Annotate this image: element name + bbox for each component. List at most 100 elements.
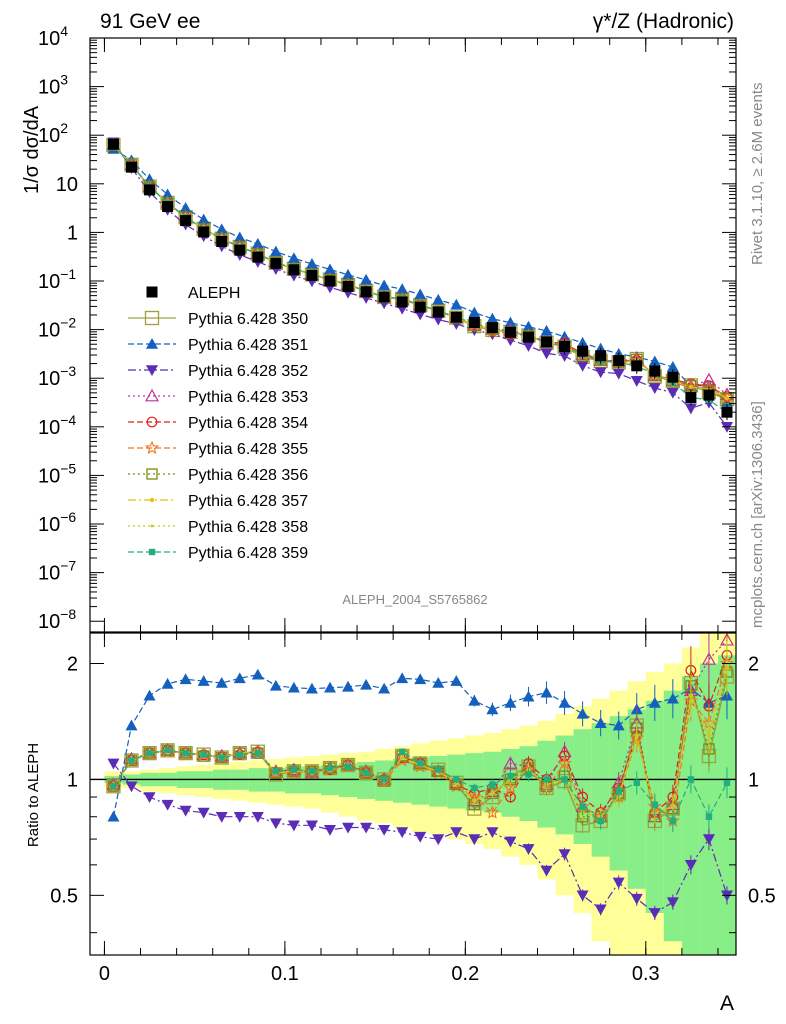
- data-point-aleph: [559, 340, 571, 352]
- ratio-point-pythia-6.428-351: [305, 682, 318, 694]
- ratio-point-pythia-6.428-352: [287, 820, 300, 832]
- y-tick-label: 1: [67, 222, 78, 244]
- ratio-point-pythia-6.428-352: [522, 844, 535, 855]
- point-pythia-6.428-351: [522, 320, 535, 332]
- ratio-point-pythia-6.428-352: [161, 799, 174, 811]
- ratio-point-pythia-6.428-351: [576, 707, 589, 719]
- ratio-point-pythia-6.428-359: [417, 760, 424, 767]
- ratio-point-pythia-6.428-352: [251, 811, 264, 823]
- ratio-point-pythia-6.428-359: [471, 784, 478, 792]
- ratio-point-pythia-6.428-352: [396, 827, 409, 839]
- point-pythia-6.428-358: [725, 396, 729, 400]
- ratio-point-pythia-6.428-351: [594, 717, 607, 728]
- ratio-point-pythia-6.428-351: [323, 681, 336, 693]
- data-point-aleph: [613, 355, 625, 367]
- ratio-point-pythia-6.428-352: [269, 818, 282, 830]
- ratio-point-pythia-6.428-352: [125, 781, 138, 793]
- legend-label-pythia-6.428-350: Pythia 6.428 350: [188, 311, 308, 328]
- ratio-point-pythia-6.428-356: [378, 775, 390, 787]
- point-pythia-6.428-352: [576, 361, 589, 372]
- ratio-point-pythia-6.428-352: [720, 890, 733, 902]
- legend-marker-pythia-6.428-355: [144, 440, 160, 455]
- ratio-point-pythia-6.428-355: [485, 805, 500, 819]
- ratio-point-pythia-6.428-359: [525, 771, 532, 778]
- legend-marker-pythia-6.428-354: [146, 416, 158, 428]
- ratio-point-pythia-6.428-352: [107, 758, 120, 770]
- ratio-band-inner: [393, 758, 412, 803]
- point-pythia-6.428-351: [576, 336, 589, 348]
- ratio-point-pythia-6.428-352: [143, 792, 156, 804]
- ratio-point-pythia-6.428-356: [360, 767, 372, 779]
- ratio-point-pythia-6.428-352: [612, 877, 625, 889]
- ratio-point-pythia-6.428-352: [468, 834, 481, 846]
- legend-label-pythia-6.428-351: Pythia 6.428 351: [188, 337, 308, 354]
- ratio-point-pythia-6.428-355: [503, 780, 518, 795]
- ratio-point-pythia-6.428-359: [110, 783, 117, 790]
- ratio-point-pythia-6.428-359: [723, 779, 731, 786]
- ratio-point-pythia-6.428-351: [648, 696, 661, 708]
- data-point-aleph: [324, 275, 336, 287]
- point-pythia-6.428-352: [684, 403, 697, 415]
- point-pythia-6.428-351: [179, 201, 192, 213]
- analysis-label: ALEPH_2004_S5765862: [342, 592, 487, 607]
- header-right: γ*/Z (Hadronic): [593, 10, 734, 33]
- point-pythia-6.428-351: [269, 245, 282, 257]
- point-pythia-6.428-352: [540, 348, 553, 360]
- legend-label-pythia-6.428-353: Pythia 6.428 353: [188, 389, 308, 406]
- point-pythia-6.428-352: [648, 383, 661, 394]
- rivet-label: Rivet 3.1.10, ≥ 2.6M events: [749, 83, 766, 266]
- ratio-point-pythia-6.428-356: [216, 751, 228, 764]
- ratio-point-pythia-6.428-353: [701, 652, 716, 665]
- data-point-aleph: [703, 389, 715, 401]
- ratio-point-pythia-6.428-352: [233, 811, 246, 823]
- ratio-point-pythia-6.428-359: [182, 749, 189, 757]
- ratio-point-pythia-6.428-352: [450, 827, 463, 839]
- ratio-point-pythia-6.428-356: [125, 754, 138, 767]
- ratio-point-pythia-6.428-351: [197, 675, 210, 686]
- ratio-point-pythia-6.428-352: [558, 849, 571, 861]
- data-point-aleph: [378, 291, 390, 303]
- point-pythia-6.428-351: [342, 268, 355, 280]
- ratio-point-pythia-6.428-358: [725, 666, 729, 670]
- point-pythia-6.428-353: [701, 372, 716, 386]
- ratio-point-pythia-6.428-351: [342, 680, 355, 692]
- ratio-point-pythia-6.428-352: [648, 908, 661, 919]
- ratio-point-pythia-6.428-358: [490, 791, 494, 795]
- point-pythia-6.428-351: [251, 237, 264, 249]
- data-point-aleph: [649, 365, 661, 377]
- x-axis-label: A: [720, 992, 734, 1015]
- data-point-aleph: [144, 184, 156, 196]
- data-point-aleph: [162, 201, 174, 213]
- ratio-point-pythia-6.428-358: [689, 694, 693, 698]
- ratio-point-pythia-6.428-359: [146, 749, 153, 757]
- data-point-aleph: [432, 306, 444, 318]
- data-point-aleph: [486, 322, 498, 334]
- point-pythia-6.428-351: [504, 316, 517, 328]
- ratio-point-pythia-6.428-359: [687, 776, 695, 783]
- ratio-point-pythia-6.428-359: [561, 776, 568, 783]
- y-tick-label: 10−6: [38, 509, 76, 536]
- legend-marker-aleph: [146, 286, 158, 298]
- ratio-tick-label-left: 0.5: [50, 885, 78, 907]
- ratio-point-pythia-6.428-359: [236, 751, 243, 758]
- point-pythia-6.428-351: [161, 188, 174, 200]
- ratio-point-pythia-6.428-359: [272, 768, 280, 775]
- data-point-aleph: [216, 235, 228, 247]
- x-tick-label: 0.1: [271, 963, 299, 985]
- data-point-aleph: [522, 331, 534, 343]
- series-line-ratio: [113, 671, 728, 818]
- legend-label-pythia-6.428-358: Pythia 6.428 358: [188, 519, 308, 536]
- x-tick-label: 0: [99, 963, 110, 985]
- ratio-point-pythia-6.428-352: [179, 805, 192, 817]
- y-tick-label: 10−3: [38, 363, 76, 390]
- point-pythia-6.428-351: [540, 324, 553, 336]
- data-point-aleph: [252, 251, 264, 263]
- ratio-point-pythia-6.428-358: [472, 799, 476, 803]
- point-pythia-6.428-352: [630, 376, 643, 387]
- ratio-point-pythia-6.428-359: [308, 768, 316, 775]
- point-pythia-6.428-352: [720, 422, 733, 433]
- data-point-aleph: [504, 326, 516, 338]
- ratio-point-pythia-6.428-351: [215, 676, 228, 688]
- y-tick-label: 10: [56, 174, 78, 196]
